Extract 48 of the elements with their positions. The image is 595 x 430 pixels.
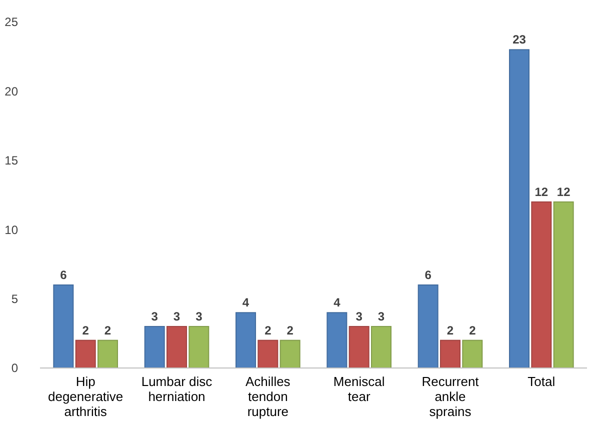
bar	[326, 312, 348, 368]
bar	[462, 340, 483, 368]
data-label: 2	[264, 323, 272, 338]
bar	[236, 312, 256, 368]
bar	[97, 340, 118, 368]
x-tick-label: Recurrent ankle sprains	[422, 374, 480, 419]
x-tick-label: Lumbar disc herniation	[141, 374, 213, 404]
data-label: 4	[334, 296, 341, 310]
x-tick-label: Hip degenerative arthritis	[48, 374, 124, 419]
data-label: 2	[104, 323, 112, 338]
x-tick-label: Meniscal tear	[333, 374, 385, 404]
data-label: 3	[378, 309, 385, 324]
bar	[75, 340, 96, 368]
bar	[370, 326, 392, 368]
data-label: 6	[60, 268, 68, 282]
y-tick-label: 5	[11, 292, 18, 306]
data-label: 3	[173, 309, 180, 324]
data-label: 12	[534, 184, 548, 199]
y-tick-label: 10	[4, 222, 18, 237]
data-label: 23	[512, 32, 526, 47]
y-tick-label: 15	[4, 154, 18, 168]
bar	[280, 340, 300, 368]
x-tick-label: Total	[528, 374, 556, 389]
data-label: 4	[242, 296, 250, 310]
bar	[418, 284, 438, 368]
bar	[166, 326, 187, 368]
y-tick-label: 25	[4, 15, 18, 30]
bar	[553, 201, 574, 368]
data-label: 2	[82, 323, 90, 338]
bar	[440, 340, 460, 368]
y-tick-label: 0	[11, 361, 18, 376]
data-label: 2	[446, 323, 454, 338]
data-label: 12	[556, 184, 571, 199]
data-label: 3	[196, 309, 203, 324]
data-label: 2	[469, 323, 476, 338]
data-label: 6	[424, 268, 432, 282]
bar	[509, 49, 530, 368]
bar	[348, 326, 370, 368]
data-label: 3	[356, 309, 363, 324]
bar	[53, 284, 74, 368]
data-label: 2	[286, 323, 294, 338]
bar	[258, 340, 278, 368]
bar	[144, 326, 165, 368]
data-label: 3	[151, 309, 158, 324]
bar	[188, 326, 210, 368]
bar	[531, 201, 552, 368]
y-tick-label: 20	[4, 84, 18, 98]
x-tick-label: Achilles tendon rupture	[246, 374, 291, 419]
